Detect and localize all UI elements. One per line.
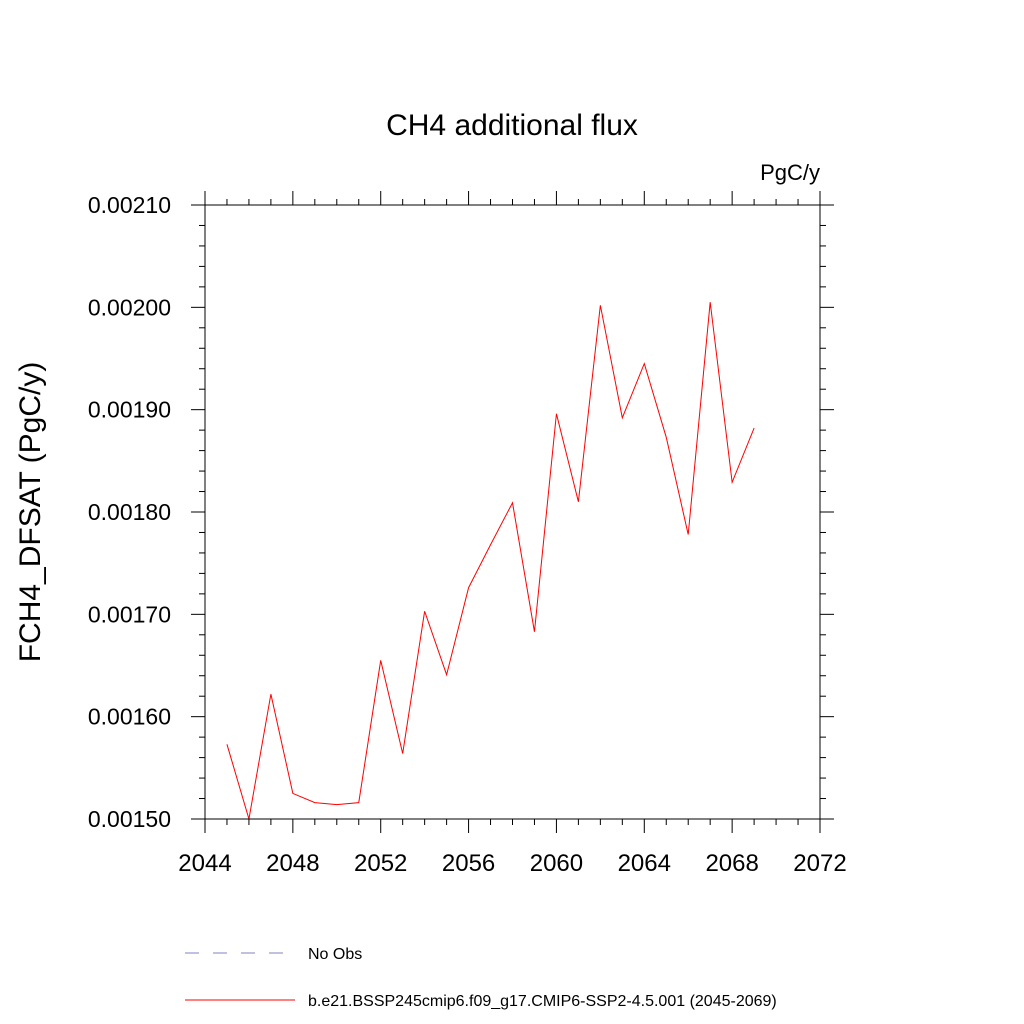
plot-frame [204, 204, 821, 820]
y-tick-label: 0.00190 [88, 397, 171, 423]
axis-ticks: 2044 2048 2052 2056 2060 2064 2068 2072 0.00150 0… [88, 191, 847, 877]
data-point [291, 792, 294, 795]
legend-label: No Obs [308, 946, 362, 963]
x-tick-label: 2056 [442, 850, 495, 877]
y-tick-label: 0.00150 [88, 806, 171, 832]
x-tick-label: 2052 [354, 850, 407, 877]
x-tick-label: 2064 [618, 850, 671, 877]
x-tick-label: 2044 [178, 850, 231, 877]
data-point [511, 501, 514, 504]
y-tick-label: 0.00160 [88, 704, 171, 730]
y-tick-label: 0.00180 [88, 499, 171, 525]
data-point [313, 801, 316, 804]
chart-title: CH4 additional flux [386, 109, 638, 142]
data-point [445, 673, 448, 676]
y-tick-label: 0.00200 [88, 294, 171, 320]
data-point [533, 630, 536, 633]
series-line [226, 302, 755, 820]
data-point [709, 301, 712, 304]
x-tick-label: 2072 [793, 850, 846, 877]
data-point [335, 803, 338, 806]
units-label: PgC/y [760, 160, 820, 185]
data-point [379, 659, 382, 662]
data-point [269, 693, 272, 696]
y-tick-label: 0.00210 [88, 192, 171, 218]
data-point [423, 610, 426, 613]
x-tick-label: 2068 [705, 850, 758, 877]
y-tick-label: 0.00170 [88, 601, 171, 627]
x-tick-label: 2048 [266, 850, 319, 877]
data-point [643, 362, 646, 365]
data-point [731, 481, 734, 484]
y-axis-label: FCH4_DFSAT (PgC/y) [14, 362, 47, 663]
data-point [753, 427, 756, 430]
data-point [599, 304, 602, 307]
data-point [687, 533, 690, 536]
data-point [225, 743, 228, 746]
x-tick-label: 2060 [530, 850, 583, 877]
data-point [665, 436, 668, 439]
data-point [621, 416, 624, 419]
data-point [401, 752, 404, 755]
data-point [577, 500, 580, 503]
series-layer [225, 301, 756, 820]
data-point [467, 586, 470, 589]
data-point [357, 801, 360, 804]
legend: No Obs b.e21.BSSP245cmip6.f09_g17.CMIP6-S… [185, 946, 777, 1010]
data-point [489, 543, 492, 546]
data-point [555, 412, 558, 415]
legend-label: b.e21.BSSP245cmip6.f09_g17.CMIP6-SSP2-4.… [308, 993, 777, 1010]
